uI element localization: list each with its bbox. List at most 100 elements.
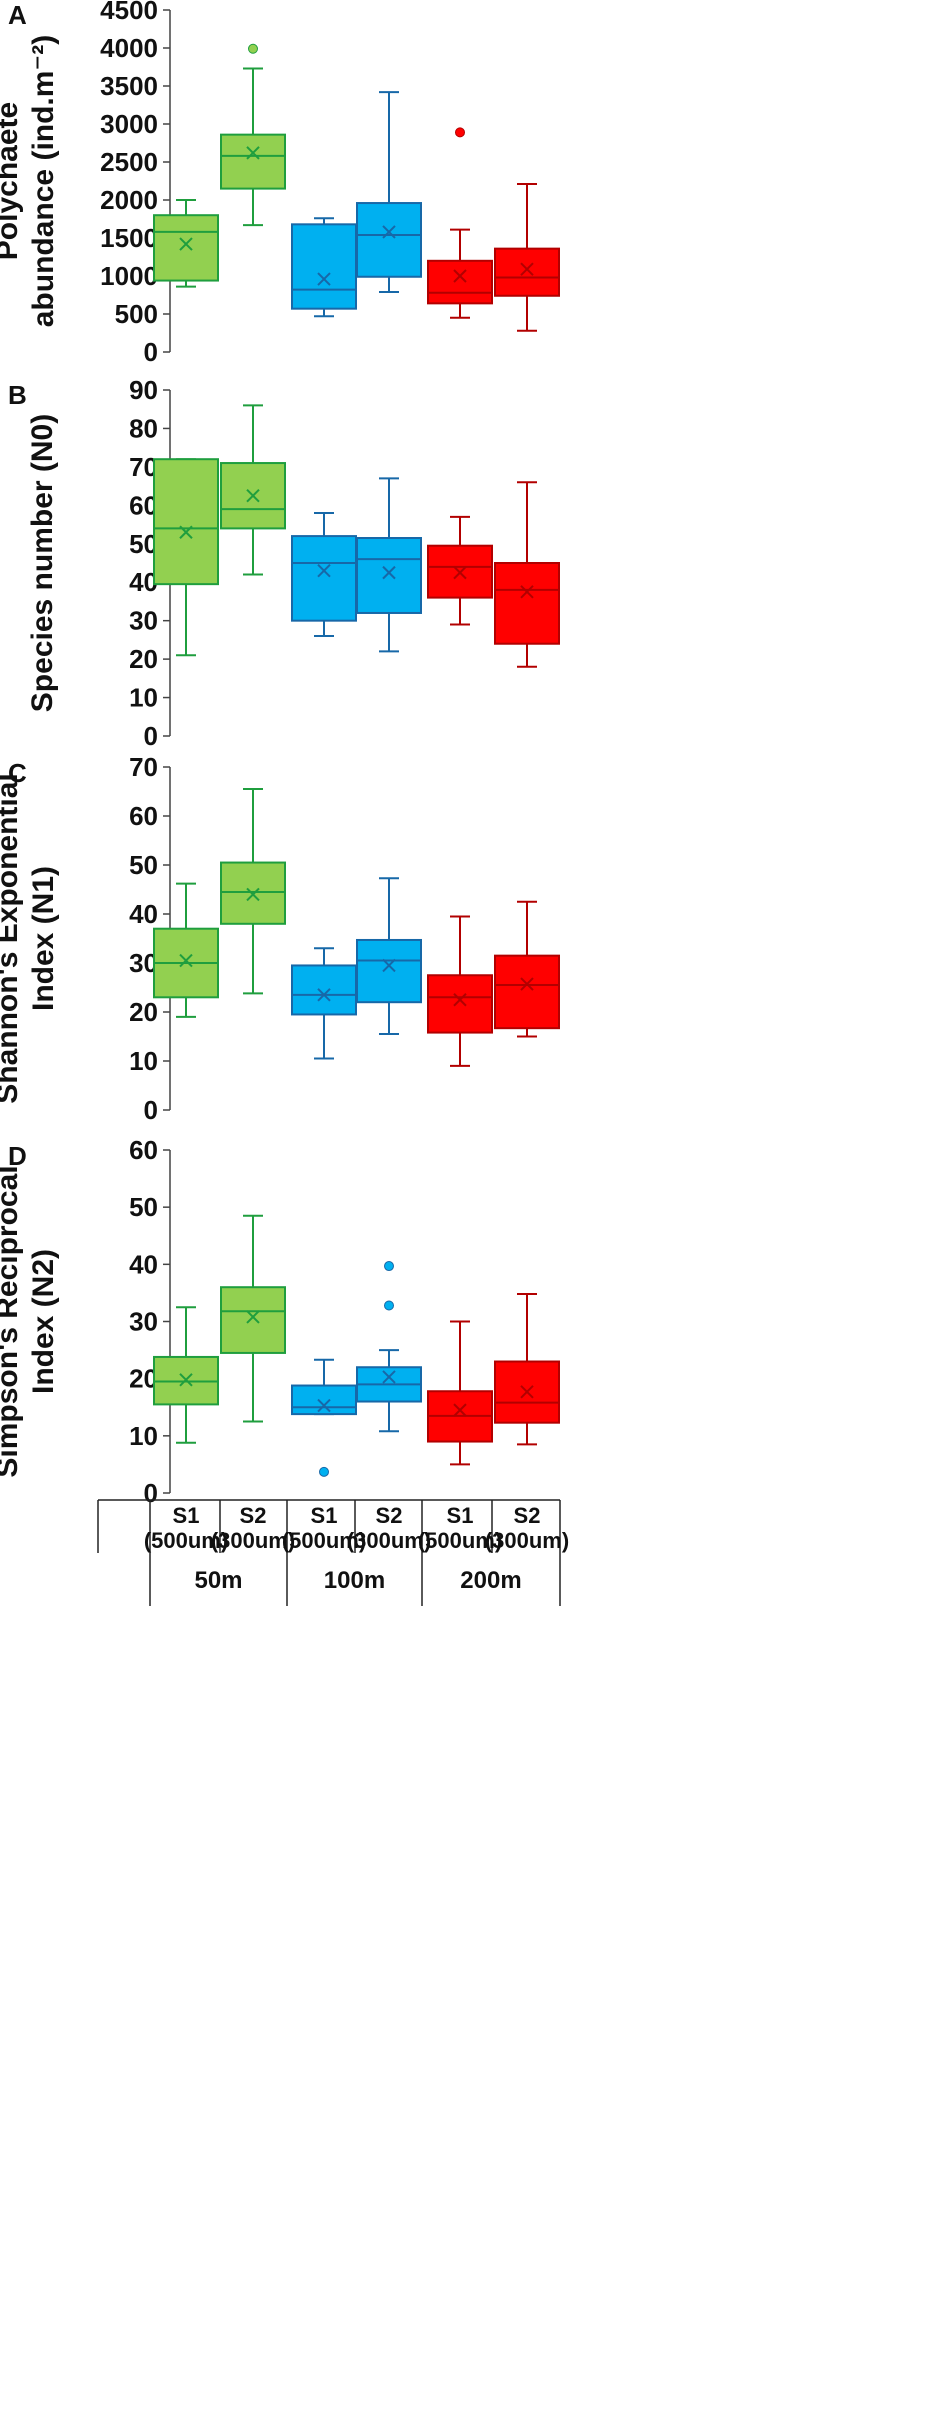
y-axis-title: Simpson's ReciprocalIndex (N2) [0, 1165, 60, 1477]
group-label: 100m [324, 1567, 385, 1594]
iqr-box [356, 537, 422, 614]
box-1 [153, 882, 219, 1018]
mean-marker [179, 1373, 193, 1387]
box-1 [153, 458, 219, 657]
y-tick-label: 50 [129, 850, 158, 880]
panels: A050010001500200025003000350040004500Pol… [0, 0, 560, 1508]
mean-marker [520, 1385, 534, 1399]
box-4 [356, 877, 422, 1036]
outlier-point [319, 1466, 329, 1477]
iqr-box [356, 938, 422, 1004]
y-axis-title: Polychaete abundance (ind.m⁻²) [0, 35, 60, 328]
y-tick-label: 40 [129, 899, 158, 929]
iqr-box [356, 202, 422, 278]
y-tick-label: 3000 [100, 109, 158, 139]
mean-marker [317, 272, 331, 286]
mean-marker [246, 887, 260, 902]
mean-marker [520, 262, 534, 276]
iqr-box [291, 964, 357, 1016]
box-6 [494, 900, 560, 1038]
iqr-box [494, 954, 560, 1030]
y-tick-label: 1500 [100, 223, 158, 253]
y-tick-label: 20 [129, 997, 158, 1027]
y-tick-label: 50 [129, 1192, 158, 1222]
y-tick-label: 70 [129, 752, 158, 782]
y-axis-title-line: Species number (N0) [26, 414, 59, 712]
category-sublabel: (500um) [282, 1528, 366, 1553]
mean-marker [179, 237, 193, 251]
mean-marker [453, 269, 467, 283]
box-2 [220, 1214, 286, 1423]
iqr-box [291, 223, 357, 310]
y-tick-label: 0 [144, 721, 158, 751]
y-tick-label: 500 [115, 299, 158, 329]
y-tick-label: 2500 [100, 147, 158, 177]
y-tick-label: 90 [129, 375, 158, 405]
box-1 [153, 199, 219, 288]
iqr-box [494, 562, 560, 645]
iqr-box [291, 535, 357, 622]
x-axis: S1(500um)S2(300um)S1(500um)S2(300um)S1(5… [97, 1499, 569, 1606]
y-tick-label: 4000 [100, 33, 158, 63]
iqr-box [220, 133, 286, 190]
mean-marker [520, 977, 534, 991]
category-sublabel: (500um) [418, 1528, 502, 1553]
box-5 [427, 127, 493, 319]
box-5 [427, 515, 493, 626]
y-axis-title-line: Polychaete [0, 102, 24, 260]
box-6 [494, 1293, 560, 1446]
y-tick-label: 30 [129, 1307, 158, 1337]
iqr-box [153, 458, 219, 586]
mean-marker [246, 489, 260, 503]
y-axis-title-line: Index (N2) [27, 1249, 60, 1394]
mean-marker [453, 1403, 467, 1417]
mean-marker [317, 1398, 331, 1413]
iqr-box [427, 974, 493, 1034]
y-tick-label: 2000 [100, 185, 158, 215]
y-tick-label: 30 [129, 606, 158, 636]
outlier-point [384, 1261, 394, 1272]
box-4 [356, 477, 422, 653]
panel-label: B [8, 380, 27, 410]
y-tick-label: 0 [144, 337, 158, 367]
y-tick-label: 10 [129, 1421, 158, 1451]
y-axis-title-line: Shannon's Exponential [0, 773, 24, 1104]
mean-marker [382, 225, 396, 239]
outlier-point [384, 1300, 394, 1311]
category-label: S2 [376, 1503, 403, 1528]
iqr-box [494, 247, 560, 297]
outlier-point [248, 43, 258, 54]
box-4 [356, 1261, 422, 1433]
category-label: S2 [240, 1503, 267, 1528]
y-tick-label: 3500 [100, 71, 158, 101]
box-2 [220, 43, 286, 227]
y-tick-label: 80 [129, 413, 158, 443]
box-1 [153, 1306, 219, 1444]
box-6 [494, 481, 560, 668]
box-3 [291, 947, 357, 1060]
y-axis-title: Species number (N0) [26, 414, 59, 712]
box-5 [427, 915, 493, 1067]
mean-marker [179, 953, 193, 968]
mean-marker [246, 146, 260, 160]
group-label: 200m [460, 1567, 521, 1594]
mean-marker [382, 565, 396, 580]
mean-marker [453, 565, 467, 580]
y-tick-label: 20 [129, 644, 158, 674]
iqr-box [427, 259, 493, 305]
panel-a: A 0 500 1000 1500 2000 2500 3000 3500 4000 4500 Pol… [0, 0, 560, 367]
mean-marker [317, 563, 331, 578]
category-label: S1 [173, 1503, 200, 1528]
y-tick-label: 0 [144, 1478, 158, 1508]
mean-marker [453, 993, 467, 1007]
category-sublabel: (500um) [144, 1528, 228, 1553]
box-6 [494, 183, 560, 332]
y-tick-label: 1000 [100, 261, 158, 291]
box-5 [427, 1320, 493, 1466]
box-3 [291, 217, 357, 318]
y-tick-label: 10 [129, 683, 158, 713]
box-3 [291, 512, 357, 638]
y-axis-title: Shannon's Exponential Index (N1) [0, 773, 60, 1104]
